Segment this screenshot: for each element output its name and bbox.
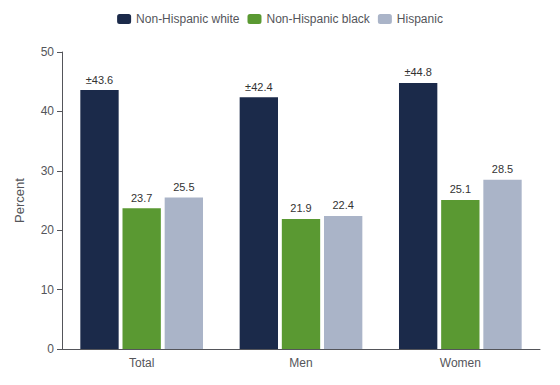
svg-text:40: 40 (41, 104, 55, 118)
svg-text:21.9: 21.9 (290, 202, 311, 214)
svg-text:Non-Hispanic black: Non-Hispanic black (266, 12, 370, 26)
svg-text:20: 20 (41, 223, 55, 237)
svg-text:Women: Women (440, 356, 481, 370)
svg-text:30: 30 (41, 164, 55, 178)
svg-text:28.5: 28.5 (492, 163, 513, 175)
svg-text:Percent: Percent (12, 178, 27, 223)
svg-text:10: 10 (41, 283, 55, 297)
svg-text:Hispanic: Hispanic (397, 12, 443, 26)
svg-text:22.4: 22.4 (332, 199, 353, 211)
svg-text:±42.4: ±42.4 (245, 81, 272, 93)
svg-text:25.1: 25.1 (450, 183, 471, 195)
svg-text:23.7: 23.7 (131, 192, 152, 204)
svg-text:50: 50 (41, 45, 55, 59)
svg-text:±44.8: ±44.8 (404, 66, 431, 78)
svg-text:Total: Total (129, 356, 154, 370)
svg-text:25.5: 25.5 (173, 181, 194, 193)
svg-text:0: 0 (47, 342, 54, 356)
svg-text:Men: Men (289, 356, 312, 370)
svg-text:Non-Hispanic white: Non-Hispanic white (136, 12, 240, 26)
svg-text:±43.6: ±43.6 (86, 74, 113, 86)
